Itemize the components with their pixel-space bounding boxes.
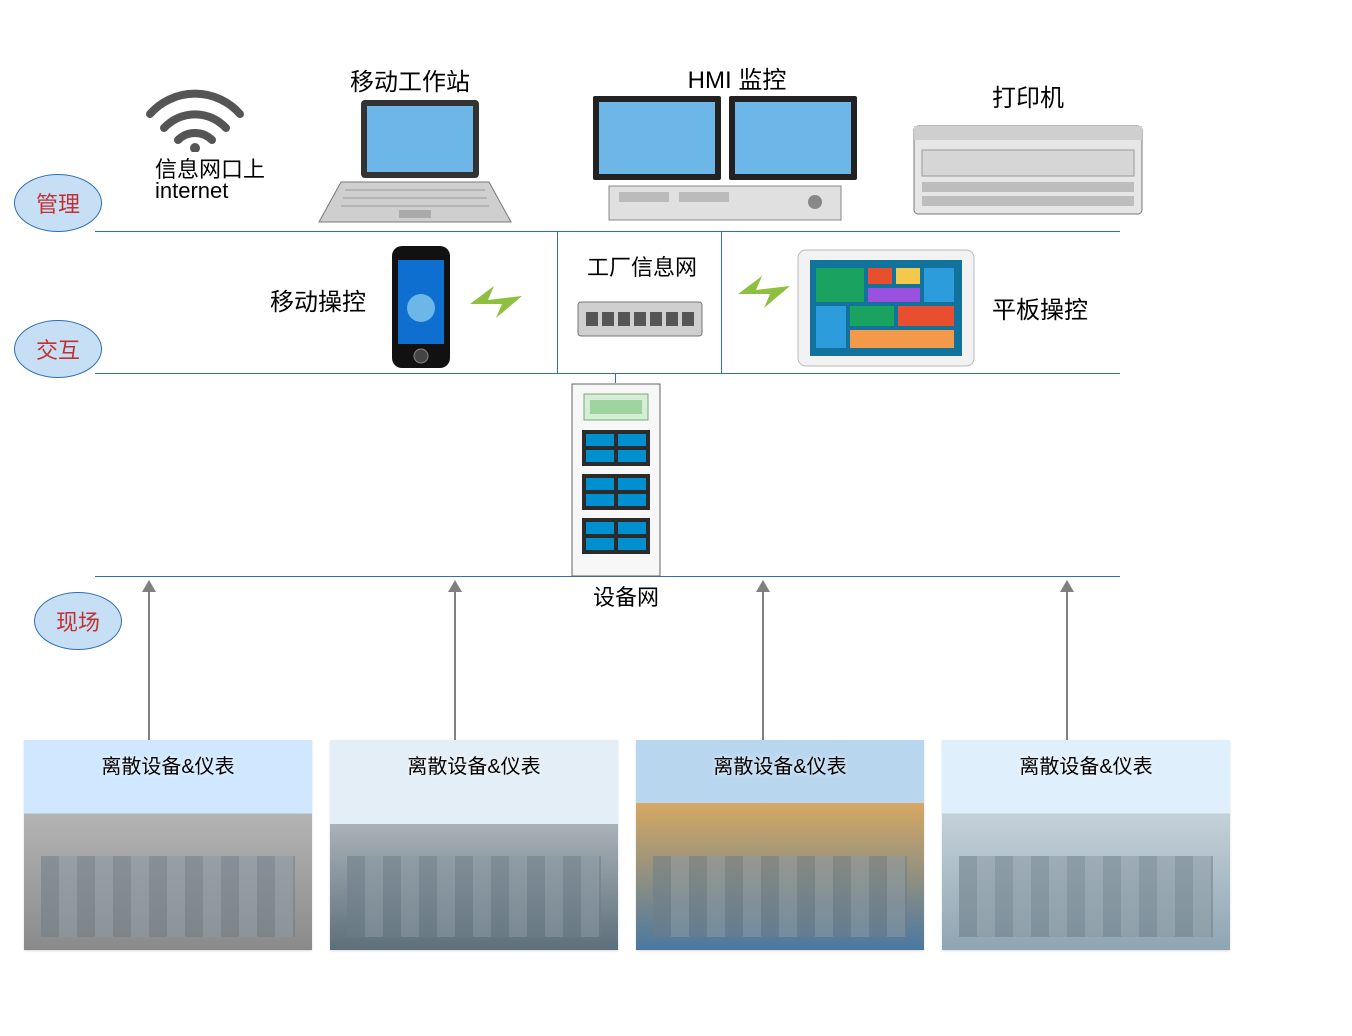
hmi-label: HMI 监控 xyxy=(662,60,812,95)
wifi-label-2: internet xyxy=(155,178,295,204)
field-photo: 离散设备&仪表 xyxy=(24,740,312,950)
arrow-up xyxy=(1066,590,1068,740)
tier-label: 现场 xyxy=(56,605,100,637)
mobile-label: 移动操控 xyxy=(258,282,378,317)
vconn xyxy=(557,231,558,373)
photo-caption: 离散设备&仪表 xyxy=(330,750,618,779)
tier-badge-mgmt: 管理 xyxy=(14,174,102,232)
laptop-icon xyxy=(315,92,515,232)
arrow-up xyxy=(148,590,150,740)
vconn xyxy=(721,231,722,373)
photo-caption: 离散设备&仪表 xyxy=(24,750,312,779)
field-photo: 离散设备&仪表 xyxy=(942,740,1230,950)
printer-icon xyxy=(908,112,1148,230)
photo-caption: 离散设备&仪表 xyxy=(636,750,924,779)
field-photo: 离散设备&仪表 xyxy=(330,740,618,950)
phone-icon xyxy=(386,244,456,370)
arrow-up xyxy=(762,590,764,740)
tablet-label: 平板操控 xyxy=(980,290,1100,325)
switch-label: 工厂信息网 xyxy=(572,250,712,282)
tier-badge-field: 现场 xyxy=(34,592,122,650)
bolt-icon xyxy=(466,282,526,322)
switch-icon xyxy=(576,298,704,340)
photo-caption: 离散设备&仪表 xyxy=(942,750,1230,779)
rack-icon xyxy=(566,382,666,578)
tier-label: 管理 xyxy=(36,187,80,219)
arrow-up xyxy=(454,590,456,740)
rack-label: 设备网 xyxy=(566,580,686,612)
tablet-icon xyxy=(796,248,976,368)
tier-line-inter xyxy=(95,373,1120,374)
printer-label: 打印机 xyxy=(968,78,1088,113)
field-photo: 离散设备&仪表 xyxy=(636,740,924,950)
hmi-icon xyxy=(575,92,875,232)
wifi-icon xyxy=(140,82,250,152)
tier-badge-inter: 交互 xyxy=(14,320,102,378)
tier-label: 交互 xyxy=(36,333,80,365)
bolt-icon xyxy=(734,272,794,312)
